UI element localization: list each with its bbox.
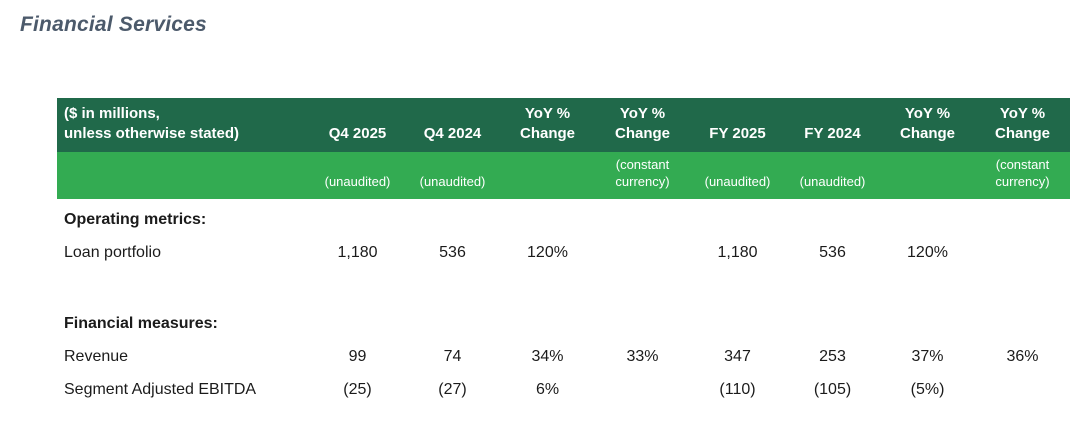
column-header-yoy-change-q4: YoY % Change xyxy=(500,98,595,152)
subnote-q4-2025: (unaudited) xyxy=(310,152,405,199)
cell-value: 37% xyxy=(911,347,944,365)
subnote-yoy-change-fy xyxy=(880,152,975,199)
cell-value: 6% xyxy=(535,380,560,398)
cell-value: 536 xyxy=(439,243,466,261)
column-header-yoy-change-fy-cc: YoY % Change xyxy=(975,98,1070,152)
cell-value: 36% xyxy=(1006,347,1039,365)
section-heading-row: Financial measures: xyxy=(57,303,1070,340)
cell-value: 536 xyxy=(819,243,846,261)
cell-value xyxy=(975,236,1070,269)
subnote-yoy-change-fy-cc: (constant currency) xyxy=(975,152,1070,199)
section-heading-operating-metrics: Operating metrics: xyxy=(64,211,207,228)
row-label: Loan portfolio xyxy=(64,243,161,261)
cell-value: 99 xyxy=(348,347,367,365)
cell-value: 347 xyxy=(724,347,751,365)
column-header-yoy-change-q4-cc: YoY % Change xyxy=(595,98,690,152)
page-title: Financial Services xyxy=(20,13,207,36)
cell-value: 34% xyxy=(531,347,564,365)
table-header-row: ($ in millions, unless otherwise stated)… xyxy=(57,98,1070,152)
subnote-yoy-change-q4 xyxy=(500,152,595,199)
cell-value: (25) xyxy=(343,380,372,398)
cell-value: 74 xyxy=(443,347,462,365)
section-heading-row: Operating metrics: xyxy=(57,199,1070,236)
subheader-empty xyxy=(57,152,310,199)
row-label: Segment Adjusted EBITDA xyxy=(64,380,257,398)
table-subheader-row: (unaudited) (unaudited) (constant curren… xyxy=(57,152,1070,199)
financial-services-table: ($ in millions, unless otherwise stated)… xyxy=(57,98,1070,406)
table-row-loan-portfolio: Loan portfolio 1,180 536 120% 1,180 536 … xyxy=(57,236,1070,269)
cell-value: (5%) xyxy=(910,380,945,398)
section-heading-financial-measures: Financial measures: xyxy=(64,315,218,332)
cell-value: 1,180 xyxy=(717,243,758,261)
subnote-q4-2024: (unaudited) xyxy=(405,152,500,199)
column-header-q4-2024: Q4 2024 xyxy=(405,98,500,152)
spacer-row xyxy=(57,269,1070,303)
column-header-q4-2025: Q4 2025 xyxy=(310,98,405,152)
spacer-cell xyxy=(57,269,1070,303)
cell-value xyxy=(975,373,1070,406)
table-row-revenue: Revenue 99 74 34% 33% 347 253 37% 36% xyxy=(57,340,1070,373)
column-header-fy-2025: FY 2025 xyxy=(690,98,785,152)
column-header-fy-2024: FY 2024 xyxy=(785,98,880,152)
cell-value: 253 xyxy=(819,347,846,365)
cell-value: 120% xyxy=(527,243,568,261)
column-header-yoy-change-fy: YoY % Change xyxy=(880,98,975,152)
cell-value: (110) xyxy=(719,380,756,398)
subnote-fy-2024: (unaudited) xyxy=(785,152,880,199)
table-row-segment-adjusted-ebitda: Segment Adjusted EBITDA (25) (27) 6% (11… xyxy=(57,373,1070,406)
cell-value xyxy=(595,236,690,269)
cell-value: 33% xyxy=(626,347,659,365)
subnote-fy-2025: (unaudited) xyxy=(690,152,785,199)
cell-value xyxy=(595,373,690,406)
cell-value: (27) xyxy=(438,380,467,398)
cell-value: 1,180 xyxy=(337,243,378,261)
row-label: Revenue xyxy=(64,347,129,365)
cell-value: 120% xyxy=(907,243,948,261)
subnote-yoy-change-q4-cc: (constant currency) xyxy=(595,152,690,199)
corner-label: ($ in millions, unless otherwise stated) xyxy=(57,98,310,152)
cell-value: (105) xyxy=(813,380,852,398)
